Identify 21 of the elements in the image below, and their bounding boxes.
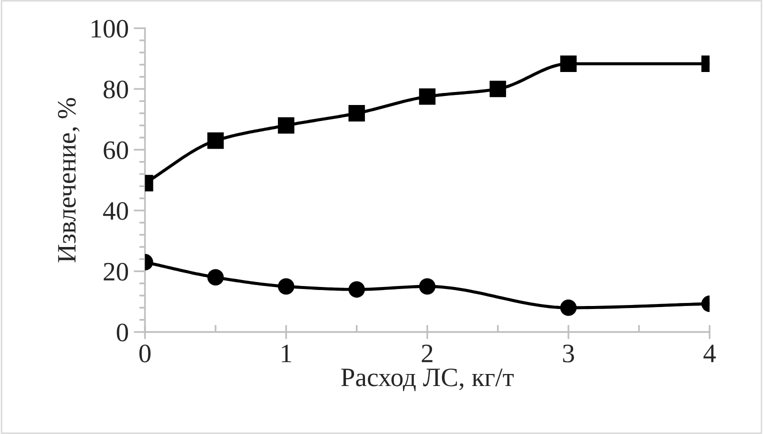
y-tick-label: 0 [116, 324, 128, 342]
y-tick-label: 100 [92, 20, 128, 38]
point [278, 117, 294, 134]
x-tick-label: 2 [422, 344, 432, 362]
point [419, 278, 436, 295]
y-tick-label: 60 [104, 141, 128, 160]
y-tick-label: 80 [104, 80, 128, 98]
x-axis-title: Расход ЛС, кг/т [341, 368, 514, 392]
x-tick-label: 0 [139, 344, 151, 362]
point [348, 105, 365, 122]
point [207, 269, 224, 286]
point [207, 132, 224, 149]
y-tick-label: 20 [104, 262, 128, 281]
y-axis-title: Извлечение, % [58, 98, 80, 262]
x-tick-label: 3 [563, 344, 574, 362]
y-tick-label: 40 [103, 202, 128, 220]
point [278, 278, 294, 295]
x-tick-label: 1 [282, 344, 292, 362]
point [348, 281, 365, 298]
point [419, 88, 436, 105]
x-tick-label: 4 [704, 344, 716, 362]
